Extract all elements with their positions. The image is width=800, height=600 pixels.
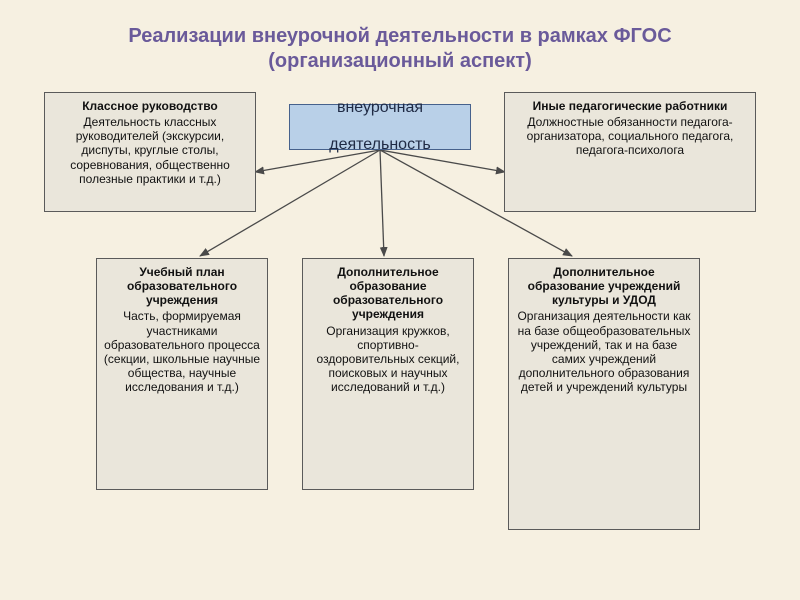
box-body: Часть, формируемая участниками образоват… — [103, 309, 261, 394]
title-line-1: Реализации внеурочной деятельности в рам… — [0, 24, 800, 49]
page-title: Реализации внеурочной деятельности в рам… — [0, 24, 800, 74]
box-additional-ed-culture: Дополнительное образование учреждений ку… — [508, 258, 700, 530]
title-line-2: (организационный аспект) — [0, 49, 800, 74]
box-class-leadership: Классное руководство Деятельность классн… — [44, 92, 256, 212]
box-heading: Иные педагогические работники — [511, 99, 749, 113]
center-label-line-1: внеурочная — [337, 99, 423, 118]
box-body: Должностные обязанности педагога-организ… — [511, 115, 749, 157]
box-body: Организация кружков, спортивно-оздоровит… — [309, 324, 467, 395]
box-heading: Учебный план образовательного учреждения — [103, 265, 261, 307]
box-body: Деятельность классных руководителей (экс… — [51, 115, 249, 186]
box-other-educators: Иные педагогические работники Должностны… — [504, 92, 756, 212]
box-heading: Классное руководство — [51, 99, 249, 113]
box-body: Организация деятельности как на базе общ… — [515, 309, 693, 394]
box-heading: Дополнительное образование образовательн… — [309, 265, 467, 322]
box-curriculum-plan: Учебный план образовательного учреждения… — [96, 258, 268, 490]
center-label-line-2: деятельность — [329, 136, 430, 155]
box-heading: Дополнительное образование учреждений ку… — [515, 265, 693, 307]
center-node: внеурочная деятельность — [289, 104, 471, 150]
box-additional-ed-school: Дополнительное образование образовательн… — [302, 258, 474, 490]
